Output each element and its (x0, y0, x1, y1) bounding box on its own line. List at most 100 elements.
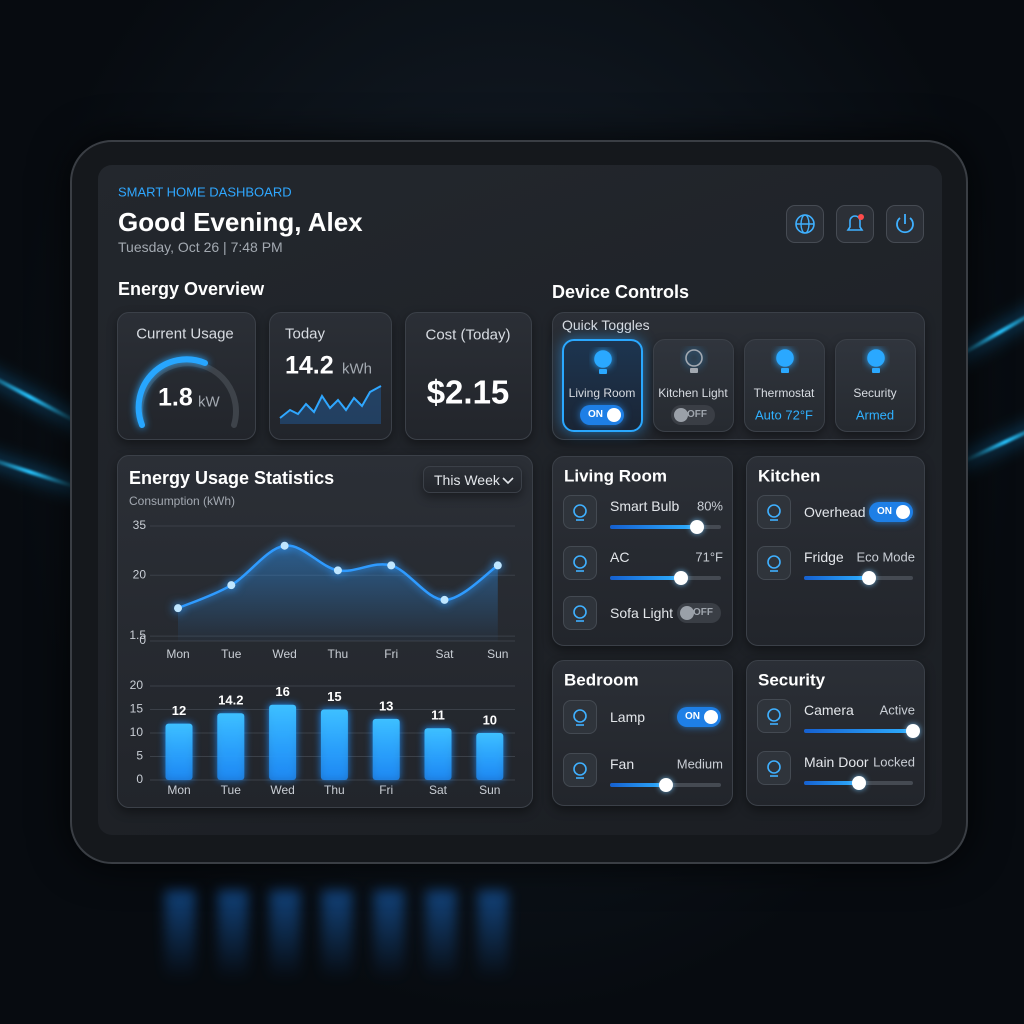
reflection (478, 890, 508, 980)
chevron (502, 477, 514, 485)
slider-fill (804, 729, 913, 733)
reflection (270, 890, 300, 980)
slider[interactable] (804, 724, 920, 738)
tile-state: Auto 72°F (755, 407, 813, 423)
device-name: Fan (610, 756, 635, 772)
slider-fill (804, 781, 859, 785)
icon-glyph (573, 605, 587, 622)
metric-unit: kWh (342, 360, 372, 378)
metric-unit: kW (198, 393, 220, 411)
notification-button[interactable] (836, 205, 874, 243)
toggle-switch[interactable]: ON (677, 707, 721, 727)
icon-glyph (573, 709, 587, 726)
device-status: Eco Mode (856, 549, 915, 565)
device-icon (757, 699, 791, 733)
device-status: Active (879, 702, 915, 718)
quick-toggle-tile[interactable] (835, 339, 916, 432)
tile-state: Armed (855, 407, 895, 423)
card-title: Quick Toggles (562, 317, 650, 333)
range-dropdown[interactable]: This Week (423, 466, 522, 493)
toggle-state: ON (685, 711, 700, 722)
icon-glyph (896, 214, 914, 234)
label: Cost (Today) (425, 326, 511, 344)
reflection (374, 890, 404, 980)
toggle-state: ON (588, 409, 603, 420)
slider-fill (610, 525, 697, 529)
label: Today (285, 325, 326, 343)
device-icon (563, 753, 597, 787)
greeting: Good Evening, Alex (118, 207, 363, 237)
card-title: Bedroom (564, 670, 639, 690)
section-title: Device Controls (552, 282, 690, 302)
slider-thumb[interactable] (689, 520, 704, 534)
icon-glyph (767, 708, 781, 725)
toggle-knob (704, 710, 718, 724)
icon-glyph (846, 214, 864, 231)
toggle-switch[interactable]: OFF (677, 603, 721, 623)
tile-icon (685, 349, 703, 373)
metric-value: 1.8 (158, 383, 193, 412)
device-name: AC (610, 549, 630, 565)
device-name: Sofa Light (610, 605, 674, 621)
slider-thumb[interactable] (851, 776, 866, 790)
device-icon (563, 546, 597, 580)
device-name: Main Door (804, 754, 869, 770)
toggle-state: OFF (693, 607, 713, 618)
slider[interactable] (610, 520, 721, 534)
icon-glyph (767, 760, 781, 777)
axis-label: Consumption (kWh) (129, 494, 236, 508)
label: Kitchen Light (658, 386, 728, 400)
tile-icon (594, 350, 612, 374)
card-title: Living Room (564, 466, 667, 486)
cost-card (405, 312, 532, 440)
icon-glyph (573, 555, 587, 572)
toggle-state: ON (877, 506, 892, 517)
card-title: Kitchen (758, 466, 821, 486)
device-status: 80% (696, 498, 723, 514)
slider-fill (610, 783, 666, 787)
icon-glyph (573, 762, 587, 779)
datetime: Tuesday, Oct 26 | 7:48 PM (118, 239, 283, 255)
label: Thermostat (753, 386, 815, 400)
toggle-switch[interactable]: ON (869, 502, 913, 522)
slider-thumb[interactable] (862, 571, 877, 585)
device-name: Smart Bulb (610, 498, 680, 514)
slider-thumb[interactable] (906, 724, 920, 738)
metric-value: $2.15 (426, 373, 510, 411)
toggle-switch[interactable]: OFF (671, 405, 715, 425)
slider[interactable] (610, 571, 721, 585)
device-icon (757, 495, 791, 529)
slider[interactable] (610, 778, 721, 792)
slider[interactable] (804, 776, 913, 790)
section-title: Energy Overview (118, 279, 265, 299)
slider-thumb[interactable] (674, 571, 689, 585)
device-icon (563, 495, 597, 529)
toggle-knob (607, 408, 621, 422)
device-icon (757, 751, 791, 785)
reflection (218, 890, 248, 980)
slider-fill (610, 576, 682, 580)
slider-thumb[interactable] (658, 778, 673, 792)
device-name: Camera (804, 702, 854, 718)
tile-icon (867, 349, 885, 373)
toggle-state: OFF (687, 409, 707, 420)
reflection (165, 890, 195, 980)
quick-toggle-tile[interactable] (744, 339, 825, 432)
app-label: SMART HOME DASHBOARD (118, 184, 292, 200)
slider[interactable] (804, 571, 913, 585)
reflection (426, 890, 456, 980)
reflection (322, 890, 352, 980)
device-icon (563, 700, 597, 734)
toggle-switch[interactable]: ON (580, 405, 624, 425)
power-button[interactable] (886, 205, 924, 243)
icon-glyph (795, 214, 815, 234)
slider-fill (804, 576, 870, 580)
device-status: 71°F (695, 549, 723, 565)
dropdown-label: This Week (434, 472, 500, 488)
metric-value: 14.2 (285, 351, 334, 380)
device-name: Overhead (804, 504, 866, 520)
globe-button[interactable] (786, 205, 824, 243)
